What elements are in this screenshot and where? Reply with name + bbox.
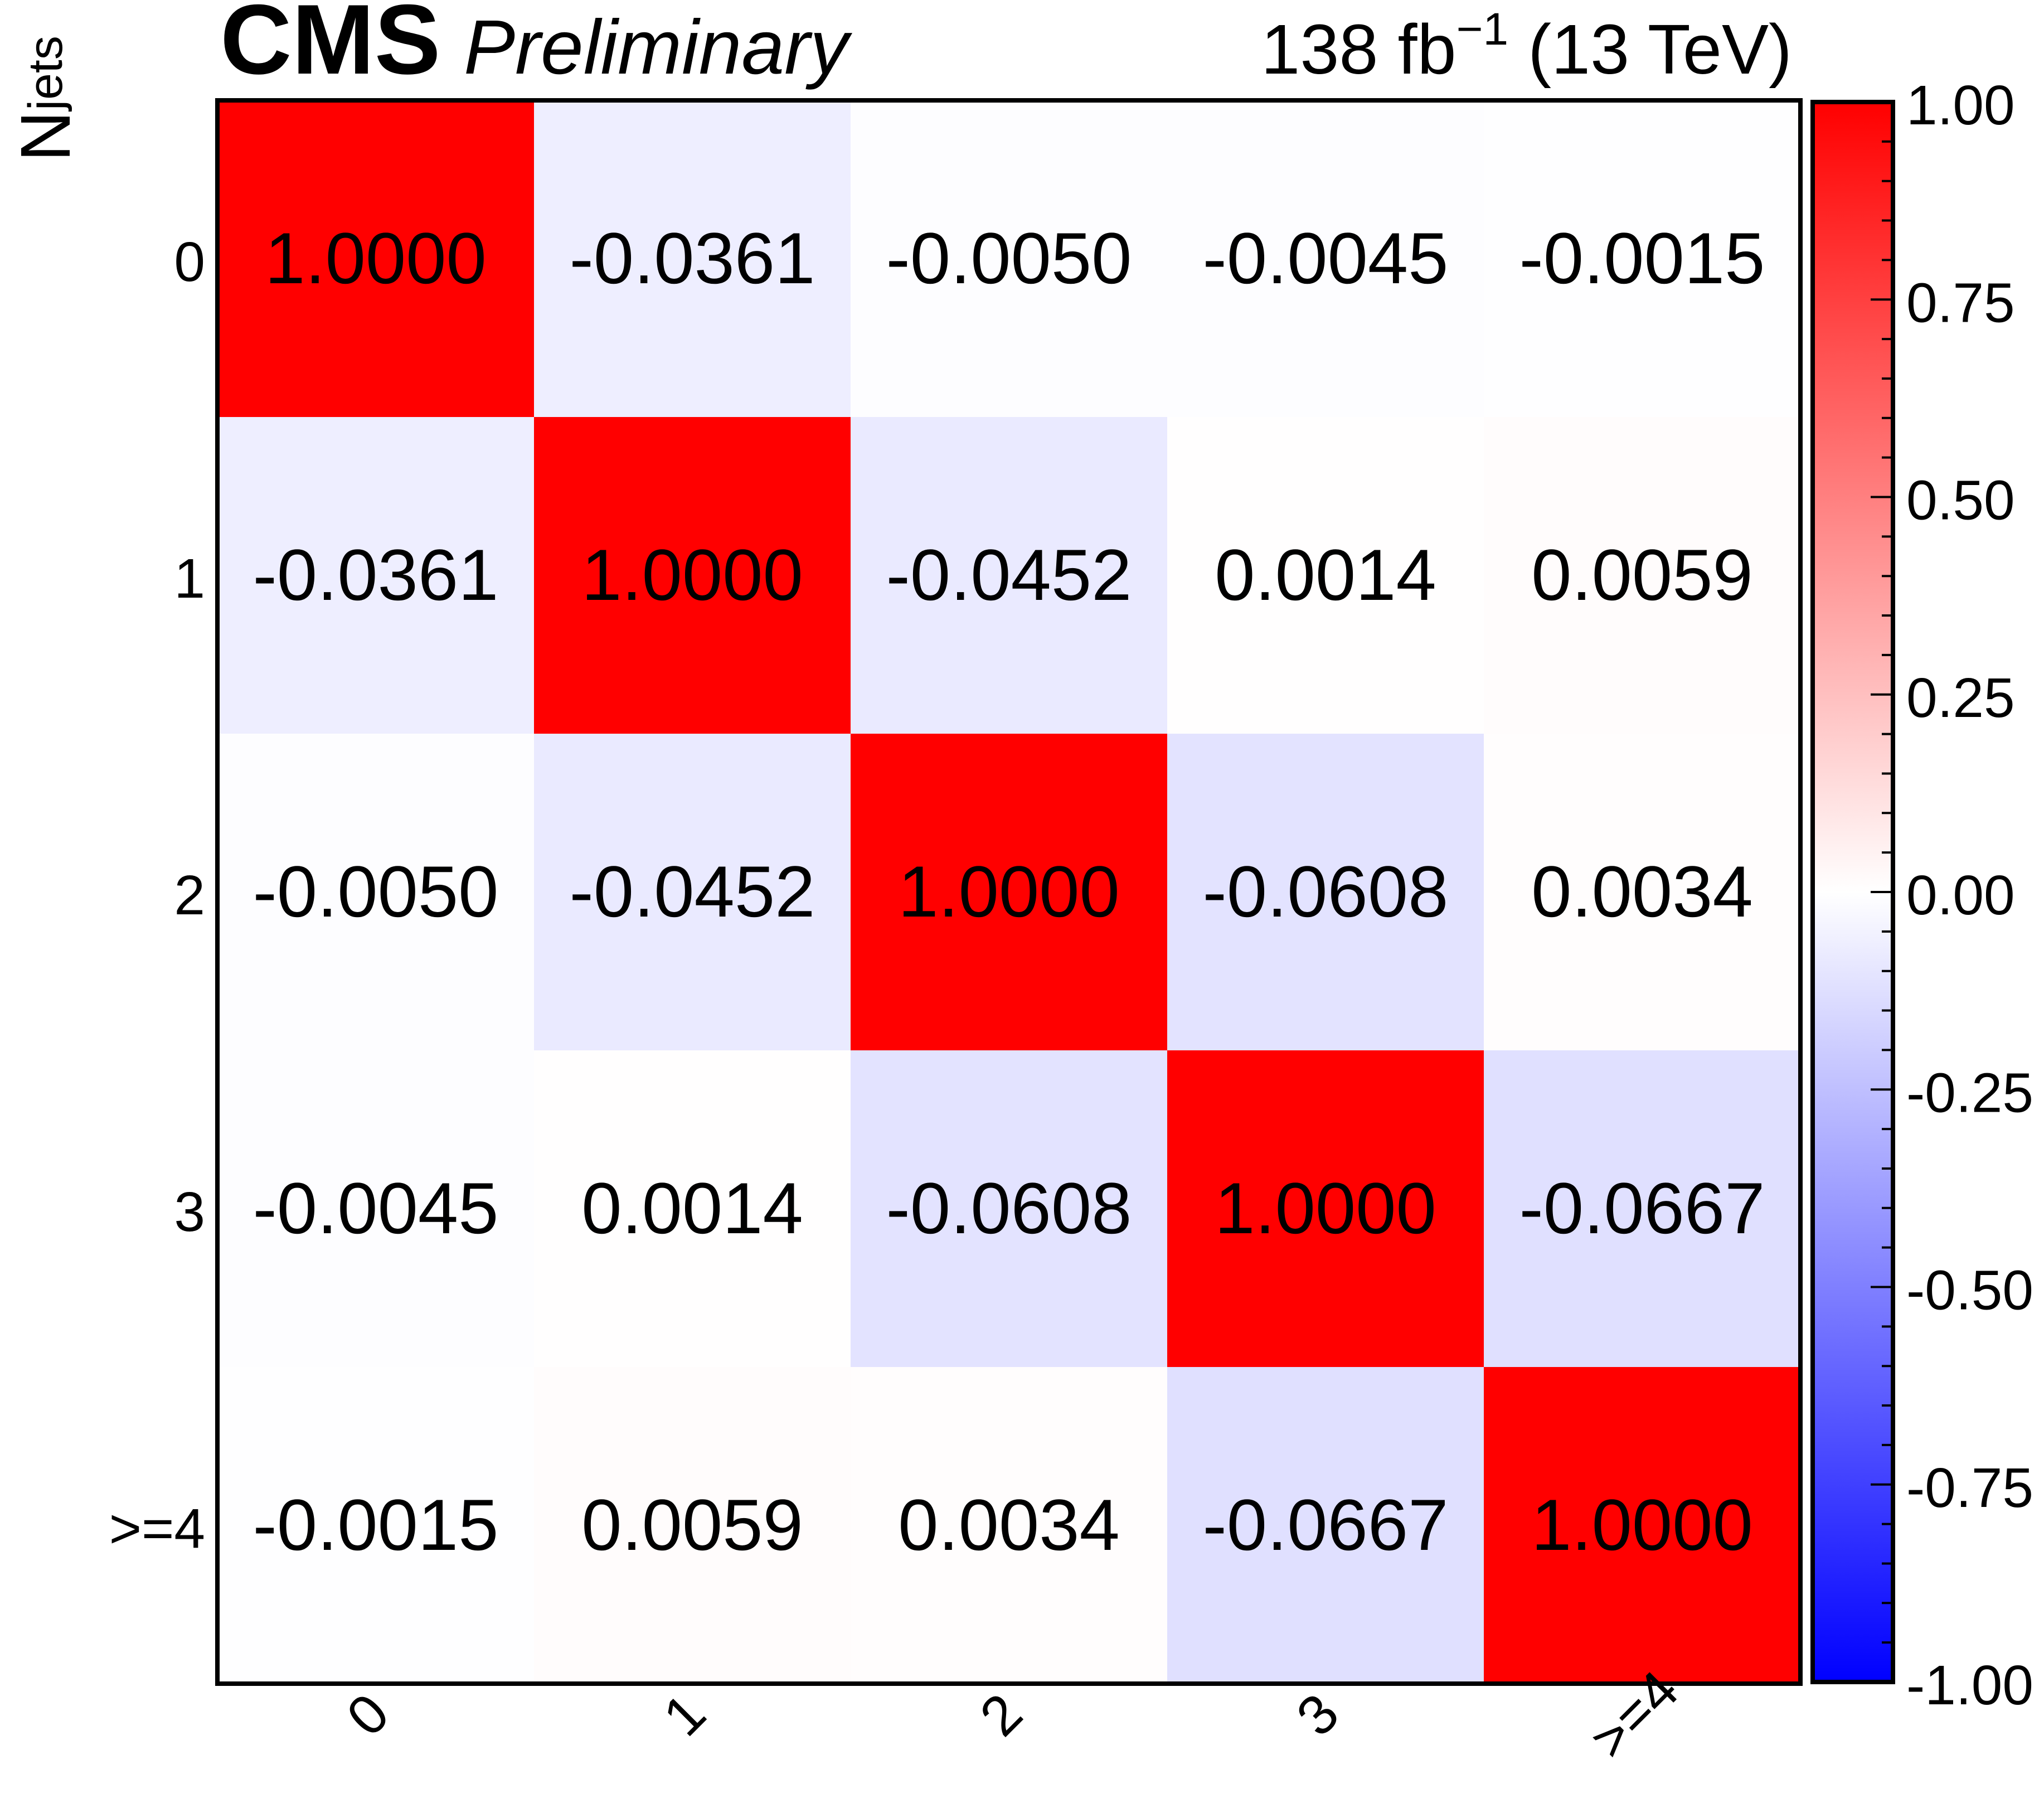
luminosity-exponent: −1 (1456, 4, 1509, 55)
cell-value-label: 1.0000 (1215, 1167, 1436, 1249)
heatmap-cell (1167, 1367, 1484, 1684)
colorbar-tick-label: 0.25 (1906, 667, 2015, 729)
heatmap-cell (1484, 1050, 1801, 1368)
cell-value-label: 1.0000 (1531, 1484, 1753, 1565)
heatmap-cell (1484, 100, 1801, 418)
heatmap-cell (217, 734, 535, 1051)
luminosity-label: 138 fb−1 (13 TeV) (1261, 4, 1792, 89)
cell-value-label: 1.0000 (581, 534, 803, 615)
cell-value-label: -0.0045 (253, 1167, 499, 1249)
y-axis-label-main: N (6, 111, 85, 162)
cell-value-label: 0.0034 (898, 1484, 1120, 1565)
y-tick-label: 1 (174, 547, 205, 610)
colorbar-tick-label: -0.75 (1906, 1457, 2033, 1519)
y-tick-label: 0 (174, 231, 205, 293)
cell-value-label: 0.0059 (581, 1484, 803, 1565)
cell-value-label: -0.0045 (1203, 217, 1449, 299)
heatmap-cell (1167, 734, 1484, 1051)
heatmap-cells (217, 100, 1801, 1684)
colorbar-tick-label: -0.50 (1906, 1259, 2033, 1322)
colorbar-tick-label: -0.25 (1906, 1061, 2033, 1124)
x-tick-label: 1 (652, 1682, 718, 1748)
heatmap-cell (1484, 1367, 1801, 1684)
y-tick-label: >=4 (109, 1497, 205, 1560)
cms-label: CMS (220, 0, 441, 95)
colorbar-tick-label: 0.50 (1906, 469, 2015, 532)
cell-value-label: 1.0000 (898, 851, 1120, 932)
colorbar-tick-labels: 1.00 0.75 0.50 0.25 0.00 -0.25 -0.50 -0.75 -1.00 (1906, 74, 2033, 1717)
cell-value-label: -0.0452 (570, 851, 815, 932)
heatmap-cell (851, 100, 1168, 418)
luminosity-value: 138 fb (1261, 10, 1456, 89)
heatmap-cell (534, 417, 851, 734)
colorbar-tick-label: 0.75 (1906, 272, 2015, 334)
cell-value-label: 0.0014 (581, 1167, 803, 1249)
heatmap-cell (534, 1050, 851, 1368)
heatmap-cell (851, 1367, 1168, 1684)
heatmap-cell (851, 417, 1168, 734)
cell-value-label: -0.0050 (886, 217, 1132, 299)
cell-value-label: -0.0667 (1203, 1484, 1449, 1565)
cell-value-label: 0.0014 (1215, 534, 1436, 615)
x-tick-label: 0 (335, 1682, 401, 1748)
y-axis-label-sub: jets (19, 36, 72, 112)
heatmap-cell (534, 100, 851, 418)
heatmap-cell (1167, 100, 1484, 418)
cell-value-label: -0.0050 (253, 851, 499, 932)
cell-value-label: -0.0015 (1519, 217, 1765, 299)
colorbar-tick-label: 0.00 (1906, 864, 2015, 927)
preliminary-label: Preliminary (464, 4, 852, 90)
heatmap-cell (1167, 417, 1484, 734)
colorbar-tick-label: 1.00 (1906, 74, 2015, 137)
cell-value-label: -0.0667 (1519, 1167, 1765, 1249)
cell-value-label: -0.0608 (1203, 851, 1449, 932)
y-axis-label: N jets (6, 36, 85, 162)
heatmap-cell (851, 734, 1168, 1051)
plot-frame (215, 98, 1803, 1686)
cell-value-label: 1.0000 (265, 217, 487, 299)
x-tick-label: 3 (1285, 1682, 1351, 1748)
cell-value-label: -0.0608 (886, 1167, 1132, 1249)
colorbar-tick-label: -1.00 (1906, 1654, 2033, 1717)
heatmap-cell (1484, 417, 1801, 734)
heatmap-cell (1167, 1050, 1484, 1368)
x-tick-label: 2 (968, 1682, 1035, 1748)
heatmap-cell-labels: 1.0000 -0.0361 -0.0050 -0.0045 -0.0015 -0.036… (253, 217, 1765, 1565)
cell-value-label: -0.0452 (886, 534, 1132, 615)
cell-value-label: -0.0015 (253, 1484, 499, 1565)
heatmap-cell (851, 1050, 1168, 1368)
heatmap-cell (217, 100, 535, 418)
cell-value-label: 0.0059 (1531, 534, 1753, 615)
cell-value-label: -0.0361 (253, 534, 499, 615)
y-tick-label: 2 (174, 864, 205, 927)
heatmap-cell (217, 1367, 535, 1684)
heatmap-cell (1484, 734, 1801, 1051)
y-tick-label: 3 (174, 1181, 205, 1243)
cell-value-label: 0.0034 (1531, 851, 1753, 932)
heatmap-cell (534, 1367, 851, 1684)
heatmap-cell (217, 417, 535, 734)
heatmap-cell (534, 734, 851, 1051)
y-tick-labels: 0 1 2 3 >=4 (109, 231, 205, 1560)
colorbar-ticks (1871, 101, 1893, 1683)
cell-value-label: -0.0361 (570, 217, 815, 299)
energy-label: (13 TeV) (1508, 10, 1792, 89)
heatmap-cell (217, 1050, 535, 1368)
